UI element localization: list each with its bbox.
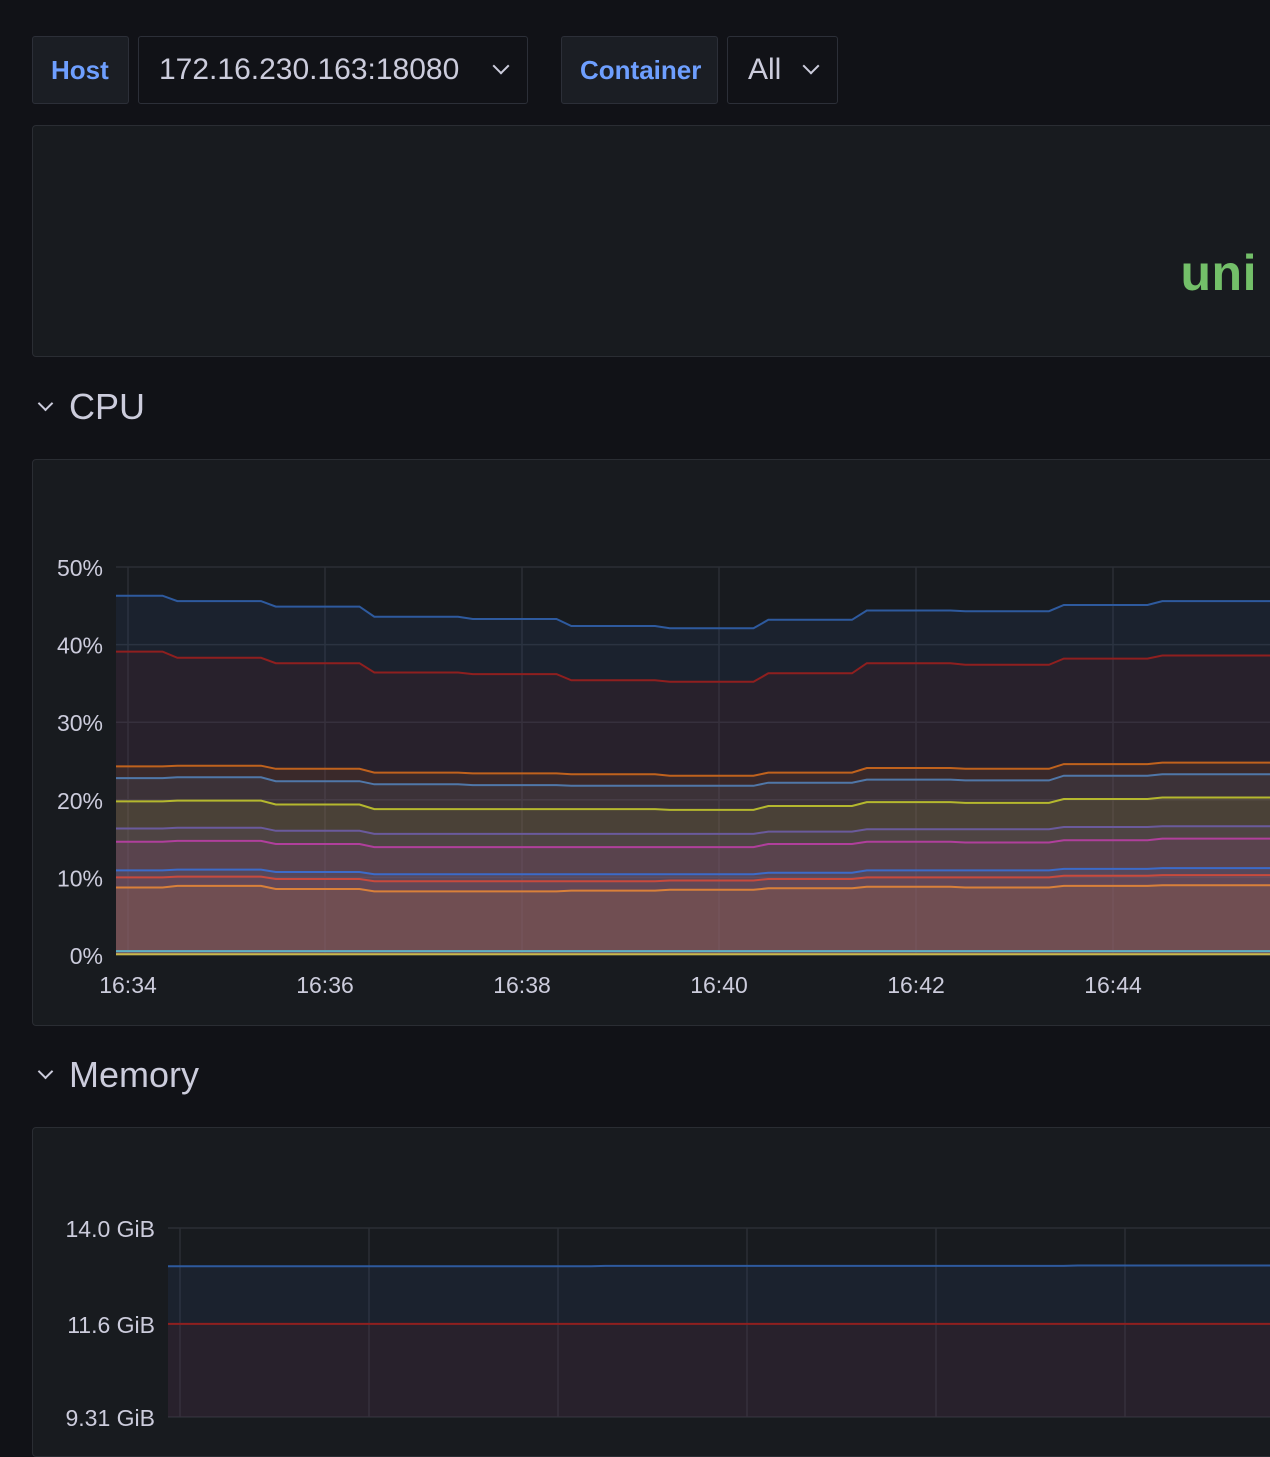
series-area <box>168 1323 1270 1417</box>
chevron-down-icon <box>802 57 820 75</box>
chevron-down-icon <box>37 395 54 411</box>
y-tick-label: 40% <box>57 633 103 659</box>
cpu-chart: 0% 10% 20% 30% 40% 50% 16:34 16:36 16:38 16:40 16:… <box>57 555 1270 998</box>
x-tick-label: 16:42 <box>887 972 945 998</box>
series-area <box>116 868 1270 955</box>
series-line <box>116 837 1270 849</box>
series-line <box>168 1264 1270 1268</box>
series-line <box>116 650 1270 683</box>
series-line <box>116 884 1270 893</box>
x-tick-label: 16:38 <box>493 972 551 998</box>
chevron-down-icon <box>37 1063 54 1079</box>
series-line <box>116 773 1270 787</box>
host-variable-label: Host <box>32 36 129 104</box>
y-tick-label: 30% <box>57 710 103 736</box>
row-header-cpu[interactable]: CPU <box>37 386 146 428</box>
container-variable-select[interactable]: All <box>727 36 838 104</box>
series-area <box>116 774 1270 955</box>
series-line <box>116 796 1270 811</box>
row-title: Memory <box>69 1054 200 1095</box>
series-area <box>116 762 1270 955</box>
container-variable-value: All <box>748 53 782 86</box>
y-tick-label: 20% <box>57 788 103 814</box>
y-tick-label: 50% <box>57 555 103 581</box>
y-tick-label: 11.6 GiB <box>67 1312 155 1338</box>
container-variable-label: Container <box>561 36 718 104</box>
host-variable-select[interactable]: 172.16.230.163:18080 <box>138 36 528 104</box>
series-area <box>116 875 1270 955</box>
series-area <box>116 651 1270 955</box>
series-area <box>116 797 1270 955</box>
y-tick-label: 9.31 GiB <box>66 1405 156 1431</box>
memory-chart: 9.31 GiB 11.6 GiB 14.0 GiB <box>66 1216 1270 1431</box>
y-tick-label: 10% <box>57 865 103 891</box>
series-line <box>116 761 1270 777</box>
series-line <box>116 825 1270 835</box>
x-tick-label: 16:36 <box>296 972 354 998</box>
series-line <box>116 867 1270 876</box>
row-header-memory[interactable]: Memory <box>37 1054 200 1096</box>
cpu-panel[interactable]: 0% 10% 20% 30% 40% 50% 16:34 16:36 16:38 16:40 16:… <box>32 459 1270 1026</box>
host-variable-value: 172.16.230.163:18080 <box>159 53 460 86</box>
series-line <box>116 594 1270 630</box>
x-tick-label: 16:40 <box>690 972 748 998</box>
series-area <box>168 1265 1270 1417</box>
memory-panel[interactable]: 9.31 GiB 11.6 GiB 14.0 GiB <box>32 1127 1270 1457</box>
stat-value: uni <box>1180 245 1257 301</box>
stat-panel[interactable]: uni <box>32 125 1270 357</box>
series-area <box>116 838 1270 955</box>
y-tick-label: 14.0 GiB <box>66 1216 156 1242</box>
row-title: CPU <box>69 386 146 427</box>
series-line <box>116 874 1270 883</box>
x-tick-label: 16:44 <box>1084 972 1142 998</box>
series-area <box>116 885 1270 955</box>
x-tick-label: 16:34 <box>99 972 157 998</box>
chevron-down-icon <box>492 57 510 75</box>
y-tick-label: 0% <box>70 943 103 969</box>
